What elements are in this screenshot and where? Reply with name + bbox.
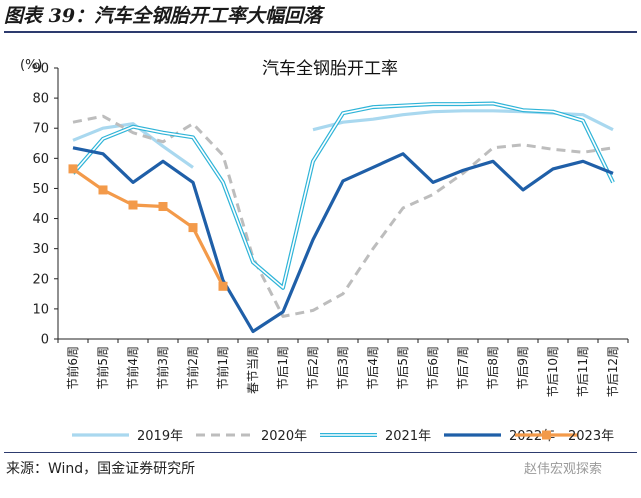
data-point bbox=[218, 281, 228, 291]
x-tick-label: 节后9周 bbox=[516, 346, 530, 390]
x-tick-label: 节后1周 bbox=[276, 346, 290, 390]
x-tick-label: 节后4周 bbox=[366, 346, 380, 390]
x-tick-label: 春节当周 bbox=[246, 346, 260, 394]
series-1 bbox=[72, 109, 614, 169]
x-tick-label: 节后6周 bbox=[426, 346, 440, 390]
source-rule bbox=[4, 452, 637, 453]
y-tick-label: 0 bbox=[41, 333, 49, 348]
legend-label: 2019年 bbox=[137, 429, 183, 444]
y-tick-label: 50 bbox=[32, 182, 49, 197]
title-rule bbox=[4, 31, 637, 33]
legend-label: 2021年 bbox=[385, 429, 431, 444]
y-tick-label: 40 bbox=[32, 212, 49, 227]
source-note: 来源：Wind，国金证券研究所 bbox=[6, 461, 196, 477]
series-2 bbox=[72, 114, 614, 318]
legend-item: 2021年 bbox=[320, 429, 431, 444]
y-tick-label: 60 bbox=[32, 152, 49, 167]
x-tick-label: 节前2周 bbox=[185, 346, 200, 390]
x-tick-label: 节后7周 bbox=[456, 346, 470, 390]
data-point bbox=[98, 185, 108, 195]
x-tick-label: 节后11周 bbox=[576, 346, 590, 397]
series-line bbox=[72, 102, 614, 289]
chart-title: 汽车全钢胎开工率 bbox=[262, 59, 398, 79]
x-tick-label: 节前5周 bbox=[95, 346, 110, 390]
x-tick-label: 节后10周 bbox=[546, 346, 560, 397]
y-tick-label: 10 bbox=[32, 302, 49, 317]
legend-item: 2019年 bbox=[72, 429, 183, 444]
series-line bbox=[72, 146, 614, 334]
watermark: 赵伟宏观探索 bbox=[524, 462, 603, 477]
y-tick-label: 70 bbox=[32, 122, 49, 137]
data-point bbox=[188, 223, 198, 233]
data-point bbox=[68, 164, 78, 174]
legend-item: 2020年 bbox=[196, 429, 307, 444]
series-3 bbox=[71, 101, 615, 290]
x-tick-label: 节后5周 bbox=[396, 346, 410, 390]
x-tick-label: 节前6周 bbox=[65, 346, 80, 390]
series-4 bbox=[72, 146, 614, 334]
y-tick-label: 80 bbox=[32, 92, 49, 107]
x-tick-label: 节后2周 bbox=[306, 346, 320, 390]
chart: 汽车全钢胎开工率 (%) 0 10 20 30 40 50 60 70 80 90 节前6周 节前5周… bbox=[20, 58, 629, 444]
data-point bbox=[158, 202, 168, 212]
x-tick-label: 节后8周 bbox=[486, 346, 500, 390]
x-tick-label: 节后12周 bbox=[606, 346, 620, 397]
series-line bbox=[72, 122, 194, 169]
legend-label: 2020年 bbox=[261, 429, 307, 444]
x-tick-label: 节前3周 bbox=[155, 346, 170, 390]
series-line bbox=[72, 167, 225, 288]
series-line bbox=[312, 109, 614, 132]
series-line bbox=[72, 114, 614, 318]
legend-marker bbox=[542, 430, 551, 440]
x-tick-label: 节后3周 bbox=[336, 346, 350, 390]
legend-label: 2023年 bbox=[568, 429, 614, 444]
data-point bbox=[128, 200, 138, 210]
y-tick-label: 30 bbox=[32, 242, 49, 257]
series-5 bbox=[68, 164, 228, 291]
figure-title: 图表 39：汽车全钢胎开工率大幅回落 bbox=[4, 5, 323, 27]
x-tick-label: 节前4周 bbox=[125, 346, 140, 390]
y-tick-label: 90 bbox=[32, 62, 49, 77]
y-tick-label: 20 bbox=[32, 272, 49, 287]
x-tick-label: 节前1周 bbox=[215, 346, 230, 390]
legend-item: 2023年 bbox=[515, 429, 614, 444]
y-axis-unit: (%) bbox=[20, 58, 43, 73]
